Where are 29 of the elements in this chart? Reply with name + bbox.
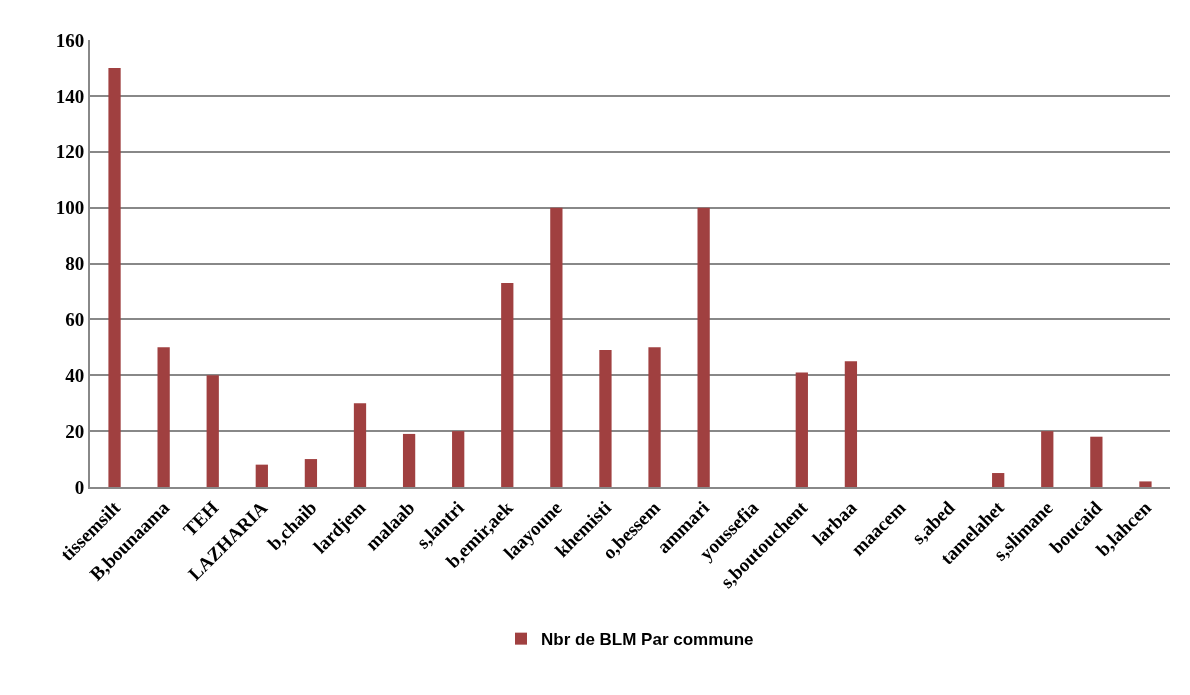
- y-tick-label: 120: [55, 141, 85, 163]
- bar: [697, 207, 710, 487]
- bar: [501, 283, 514, 487]
- bar: [795, 372, 808, 487]
- bar: [255, 464, 268, 487]
- bar: [992, 473, 1005, 487]
- y-tick-label: 80: [65, 253, 85, 275]
- bar: [1139, 481, 1152, 487]
- y-tick-label: 20: [65, 420, 85, 442]
- bar: [550, 207, 563, 487]
- bar: [1041, 431, 1054, 487]
- bar: [452, 431, 465, 487]
- bar: [304, 459, 318, 487]
- bar: [648, 347, 661, 487]
- bar: [844, 361, 858, 487]
- bar: [353, 403, 367, 487]
- y-tick-label: 40: [65, 364, 85, 386]
- y-tick-label: 60: [65, 309, 85, 331]
- bar: [1090, 436, 1103, 487]
- bar: [157, 347, 170, 487]
- y-tick-label: 160: [55, 29, 85, 51]
- bar: [402, 433, 416, 487]
- bar: [206, 375, 219, 487]
- bar: [599, 350, 612, 487]
- y-tick-label: 140: [55, 85, 85, 107]
- y-tick-label: 100: [55, 197, 85, 219]
- y-tick-label: 0: [74, 476, 85, 498]
- bar: [108, 67, 121, 487]
- legend-label: Nbr de BLM Par commune: [541, 630, 754, 650]
